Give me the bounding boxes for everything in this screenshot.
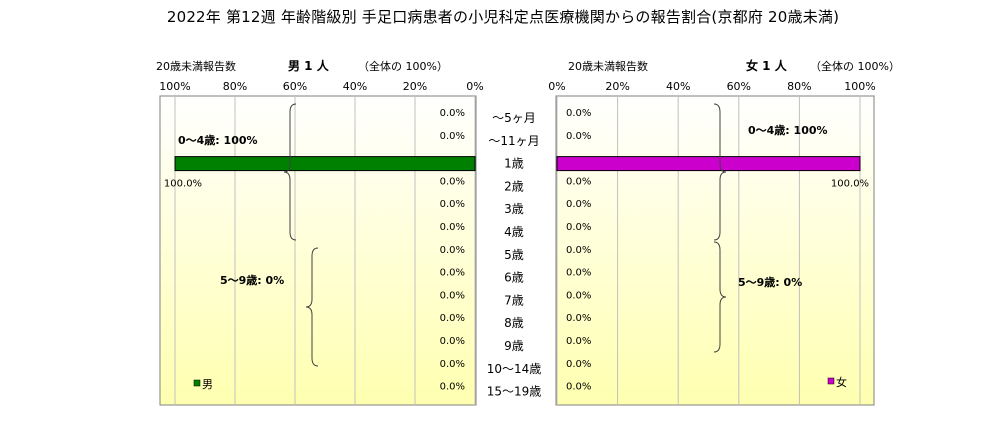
female-value-label: 0.0% [566,336,591,347]
male-value-label: 0.0% [440,199,465,210]
female-tick-label: 40% [666,80,690,93]
female-header-share: （全体の 100%） [810,59,900,73]
female-header-count-label: 20歳未満報告数 [568,60,648,73]
male-bar [174,156,476,172]
age-category-label: 7歳 [504,293,524,307]
male-plot-area [159,95,477,406]
female-tick-label: 80% [787,80,811,93]
male-value-label: 0.0% [440,382,465,393]
age-category-label: 10～14歳 [487,362,542,376]
male-bracket-label: 5～9歳: 0% [220,273,284,287]
male-value-label: 0.0% [440,268,465,279]
age-category-label: 9歳 [504,339,524,353]
female-bar [556,156,861,172]
male-bracket-0-4 [283,103,297,241]
female-value-label: 0.0% [566,268,591,279]
male-value-label: 0.0% [440,131,465,142]
male-value-label: 0.0% [440,245,465,256]
female-header-total: 女 1 人 [746,58,788,73]
male-legend-swatch [193,379,201,387]
male-tick-label: 40% [343,80,367,93]
female-legend-label: 女 [836,375,847,389]
male-tick-label: 0% [466,80,483,93]
male-header-share: （全体の 100%） [358,59,448,73]
female-tick-label: 0% [548,80,565,93]
age-category-label: 3歳 [504,202,524,216]
male-value-label: 0.0% [440,176,465,187]
male-value-label: 0.0% [440,290,465,301]
male-tick-label: 80% [223,80,247,93]
female-bracket-label: 5～9歳: 0% [738,275,802,289]
male-legend-label: 男 [202,378,213,391]
age-category-label: 15～19歳 [487,385,542,399]
age-category-label: ～5ヶ月 [492,111,536,125]
female-bracket-label: 0～4歳: 100% [748,123,828,137]
female-value-label: 0.0% [566,245,591,256]
male-tick-label: 100% [159,80,190,93]
female-bracket-5-9 [713,241,727,353]
female-value-label: 100.0% [831,179,869,190]
male-tick-label: 60% [283,80,307,93]
age-category-label: 5歳 [504,248,524,262]
female-plot-area [555,95,875,406]
male-value-label: 0.0% [440,313,465,324]
male-tick-label: 20% [403,80,427,93]
male-bracket-5-9 [305,247,319,367]
male-bracket-label: 0～4歳: 100% [178,133,258,147]
female-tick-label: 60% [727,80,751,93]
female-bracket-0-4 [713,103,727,241]
male-value-label: 0.0% [440,359,465,370]
female-value-label: 0.0% [566,313,591,324]
age-category-label: 4歳 [504,225,524,239]
female-value-label: 0.0% [566,131,591,142]
age-category-label: ～11ヶ月 [488,134,539,148]
male-header-count-label: 20歳未満報告数 [156,60,236,73]
chart-title: 2022年 第12週 年齢階級別 手足口病患者の小児科定点医療機関からの報告割合… [166,8,840,26]
age-category-label: 1歳 [504,157,524,171]
female-value-label: 0.0% [566,176,591,187]
female-value-label: 0.0% [566,359,591,370]
female-tick-label: 20% [605,80,629,93]
female-value-label: 0.0% [566,108,591,119]
male-value-label: 100.0% [164,179,202,190]
age-category-label: 6歳 [504,271,524,285]
male-value-label: 0.0% [440,222,465,233]
age-category-label: 8歳 [504,316,524,330]
male-value-label: 0.0% [440,336,465,347]
age-category-label: 2歳 [504,179,524,193]
female-value-label: 0.0% [566,222,591,233]
female-value-label: 0.0% [566,290,591,301]
male-value-label: 0.0% [440,108,465,119]
female-value-label: 0.0% [566,382,591,393]
female-value-label: 0.0% [566,199,591,210]
male-header-total: 男 1 人 [288,58,330,73]
female-tick-label: 100% [844,80,875,93]
female-legend-swatch [827,377,835,385]
